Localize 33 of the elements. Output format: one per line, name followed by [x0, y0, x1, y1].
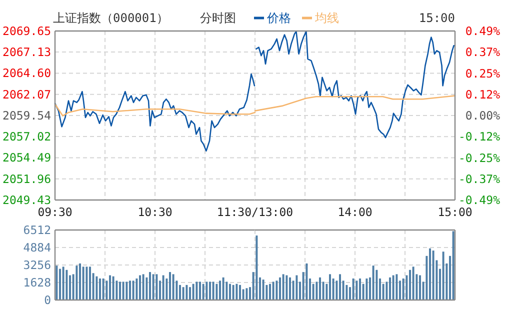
y-tick-label: 2062.07	[2, 87, 52, 102]
x-tick-label: 15:00	[438, 205, 472, 219]
text: 0.37%	[465, 45, 500, 60]
y-tick-label: 0	[44, 293, 52, 307]
y-tick-label: 2051.96	[2, 172, 52, 186]
text: -0.12%	[458, 130, 500, 144]
text: -0.49%	[458, 193, 500, 207]
y-tick-label: 2054.49	[2, 150, 52, 165]
text: -0.25%	[458, 150, 500, 165]
y-tick-label: 2064.60	[2, 66, 52, 80]
chart-title: 上证指数（000001）	[53, 11, 168, 25]
y-tick-label: 2049.43	[2, 193, 52, 207]
legend-label: 价格	[266, 11, 291, 25]
text: 0.49%	[465, 24, 500, 38]
x-tick-label: 11:30/13:00	[216, 205, 294, 219]
text: -0.37%	[458, 172, 500, 186]
x-tick-label: 14:00	[338, 205, 372, 219]
text: 0.00%	[465, 108, 500, 122]
text: 0.25%	[465, 66, 500, 80]
y-tick-label: 2069.65	[2, 24, 51, 38]
text: 15:00	[418, 11, 455, 25]
y-tick-label: 1628	[23, 276, 52, 290]
y-tick-label: 2059.54	[2, 108, 52, 122]
y-tick-label: 6512	[23, 223, 51, 237]
legend-label: 均线	[314, 11, 339, 25]
chart-subtitle: 分时图	[200, 11, 236, 25]
text: 0.12%	[465, 87, 500, 102]
y-tick-label: 3256	[23, 258, 52, 272]
y-tick-label: 4884	[23, 240, 52, 254]
y-tick-label: 2057.02	[2, 130, 51, 144]
y-tick-label: 2067.13	[2, 45, 52, 60]
x-tick-label: 10:30	[138, 205, 172, 219]
x-tick-label: 09:30	[38, 205, 72, 219]
